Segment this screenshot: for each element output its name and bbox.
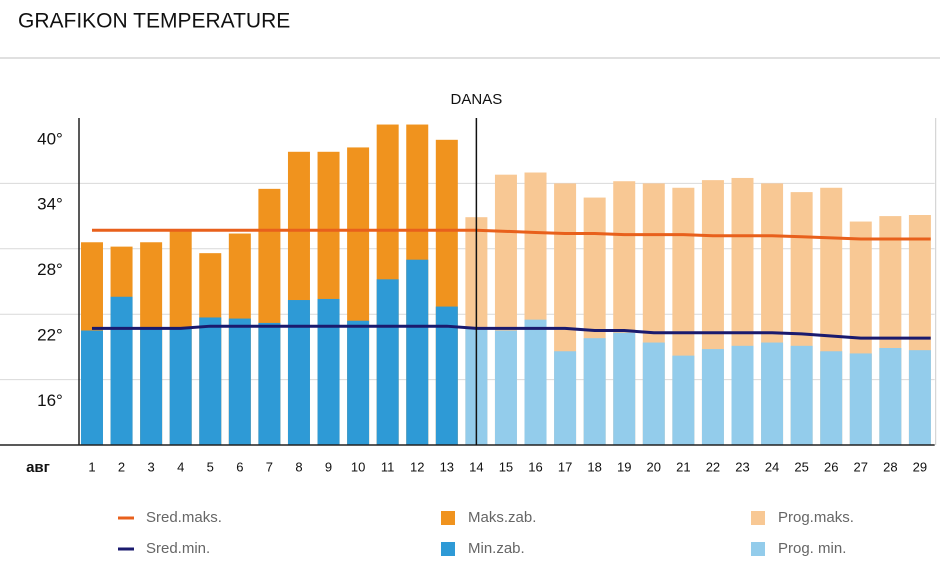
legend-label: Prog. min. (778, 540, 846, 557)
bar (554, 351, 577, 445)
legend-swatch (441, 511, 455, 525)
bar (701, 349, 724, 445)
legend-label: Min.zab. (468, 540, 525, 557)
x-tick-label: 27 (854, 459, 868, 474)
y-tick-label: 40° (37, 129, 63, 148)
x-tick-label: 15 (499, 459, 513, 474)
bar (879, 347, 902, 445)
today-label: DANAS (451, 91, 503, 108)
x-tick-label: 12 (410, 459, 424, 474)
bar (908, 350, 931, 445)
bar (110, 296, 133, 445)
bar (642, 342, 665, 445)
bar (613, 332, 636, 445)
legend-swatch (751, 542, 765, 556)
chart-title: GRAFIKON TEMPERATURE (18, 10, 290, 33)
bar (849, 353, 872, 445)
legend-label: Sred.maks. (146, 509, 222, 526)
x-tick-label: 26 (824, 459, 838, 474)
bar (199, 317, 222, 445)
x-tick-label: 16 (528, 459, 542, 474)
bar (820, 351, 843, 445)
x-tick-label: 17 (558, 459, 572, 474)
x-tick-label: 6 (236, 459, 243, 474)
x-tick-label: 2 (118, 459, 125, 474)
line (91, 228, 931, 241)
bar (731, 345, 754, 445)
bar (790, 345, 813, 445)
bar (169, 327, 192, 445)
bar (583, 338, 606, 445)
x-tick-label: 8 (295, 459, 302, 474)
bar (672, 355, 695, 445)
y-tick-label: 16° (37, 391, 63, 410)
x-tick-label: 11 (381, 459, 395, 474)
x-tick-label: 20 (647, 459, 661, 474)
bar (287, 300, 310, 445)
x-tick-label: 21 (676, 459, 690, 474)
bar (524, 319, 547, 445)
bar (140, 327, 163, 445)
x-tick-label: 18 (587, 459, 601, 474)
x-tick-label: 7 (266, 459, 273, 474)
y-tick-label: 28° (37, 260, 63, 279)
x-tick-label: 29 (913, 459, 927, 474)
bar (494, 330, 517, 445)
x-tick-label: 22 (706, 459, 720, 474)
x-tick-label: 10 (351, 459, 365, 474)
bar (376, 279, 399, 445)
legend-label: Maks.zab. (468, 509, 536, 526)
x-tick-label: 23 (735, 459, 749, 474)
y-tick-label: 34° (37, 195, 63, 214)
bar (406, 259, 429, 445)
x-tick-label: 5 (207, 459, 214, 474)
bar (435, 306, 458, 445)
x-tick-label: 28 (883, 459, 897, 474)
x-tick-label: 13 (440, 459, 454, 474)
legend-label: Prog.maks. (778, 509, 854, 526)
line (91, 324, 931, 340)
y-tick-label: 22° (37, 325, 63, 344)
x-tick-label: 14 (469, 459, 483, 474)
x-tick-label: 1 (88, 459, 95, 474)
bar (228, 318, 251, 445)
bar (258, 322, 281, 445)
legend-swatch (751, 511, 765, 525)
x-tick-label: 9 (325, 459, 332, 474)
x-tick-label: 24 (765, 459, 779, 474)
bar (317, 298, 340, 445)
x-tick-label: 19 (617, 459, 631, 474)
bar (347, 320, 370, 445)
bar (80, 330, 103, 445)
legend-swatch (441, 542, 455, 556)
bar (761, 342, 784, 445)
x-tick-label: 4 (177, 459, 184, 474)
x-tick-label: 3 (148, 459, 155, 474)
x-tick-label: 25 (794, 459, 808, 474)
legend-label: Sred.min. (146, 540, 210, 557)
x-axis-label: авг (26, 459, 50, 476)
